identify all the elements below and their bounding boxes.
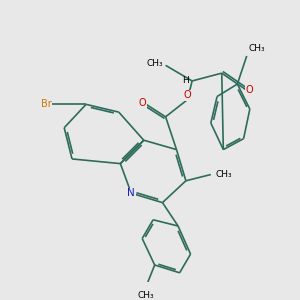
Text: O: O	[139, 98, 146, 108]
Text: O: O	[246, 85, 253, 95]
Text: Br: Br	[41, 99, 52, 109]
Text: CH₃: CH₃	[248, 44, 265, 53]
Text: O: O	[184, 90, 191, 100]
Text: O: O	[139, 98, 146, 108]
Text: H: H	[183, 76, 189, 85]
Text: CH₃: CH₃	[215, 170, 232, 179]
Text: O: O	[246, 85, 253, 95]
Text: O: O	[184, 90, 191, 100]
Text: CH₃: CH₃	[146, 59, 163, 68]
Text: N: N	[128, 188, 135, 198]
Text: CH₃: CH₃	[137, 291, 154, 300]
